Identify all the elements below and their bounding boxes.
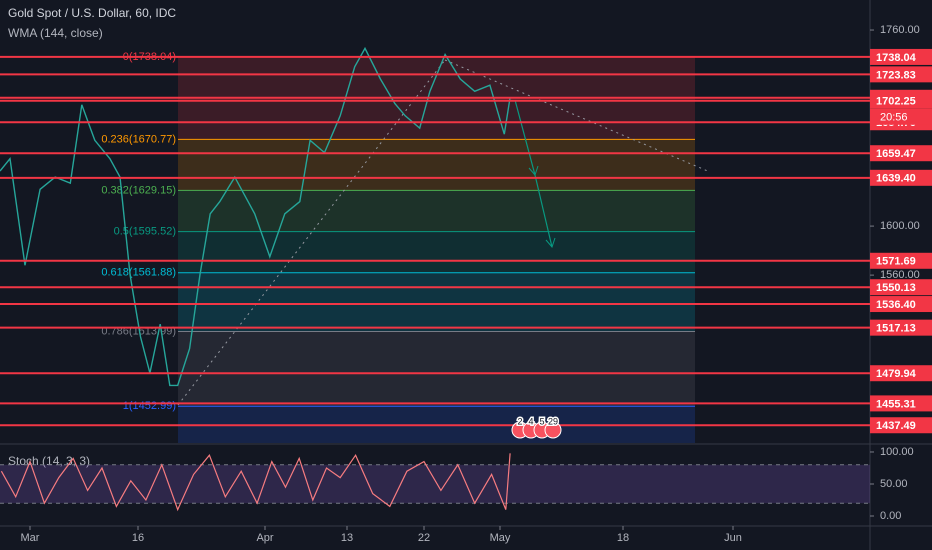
price-label: 1738.04 <box>876 52 917 64</box>
x-tick-label: 13 <box>341 532 353 544</box>
x-tick-label: 16 <box>132 532 144 544</box>
price-label-box <box>870 365 932 382</box>
fib-band <box>178 139 695 191</box>
price-label: 1479.94 <box>876 368 917 380</box>
fib-band <box>178 272 695 332</box>
event-badge <box>544 421 562 439</box>
event-badge-label: 4 <box>528 416 533 426</box>
price-label: 1639.40 <box>876 173 916 185</box>
x-tick-label: Apr <box>256 532 273 544</box>
fib-label: 1(1452.99) <box>123 400 176 412</box>
price-label: 1702.25 <box>876 96 916 108</box>
projection-arrow <box>534 174 553 248</box>
price-label: 1571.69 <box>876 256 916 268</box>
price-label-box <box>870 395 932 412</box>
y-tick-label: 100.00 <box>880 446 914 458</box>
price-label-box <box>870 279 932 296</box>
price-label-box <box>870 145 932 162</box>
price-label-box <box>870 296 932 313</box>
trend-line <box>177 59 446 406</box>
price-label-box <box>870 252 932 269</box>
event-badge-label: 29 <box>548 416 558 426</box>
stoch-band <box>0 464 870 504</box>
fib-zone: 0(1738.04)0.236(1670.77)0.382(1629.15)0.… <box>101 51 695 443</box>
event-badge-label: 5 <box>539 416 544 426</box>
price-label: 1723.83 <box>876 69 916 81</box>
y-tick-label: 0.00 <box>880 510 901 522</box>
price-label: 1437.49 <box>876 420 916 432</box>
projection-arrow <box>514 99 536 176</box>
y-tick-label: 1560.00 <box>880 269 920 281</box>
chart-title: Gold Spot / U.S. Dollar, 60, IDC <box>8 6 176 20</box>
fib-label: 0.618(1561.88) <box>101 267 176 279</box>
fib-band <box>178 331 695 407</box>
fib-band <box>178 231 695 273</box>
event-badge-label: 2 <box>517 416 522 426</box>
x-tick-label: 18 <box>617 532 629 544</box>
price-label: 1517.13 <box>876 323 916 335</box>
fib-label: 0.382(1629.15) <box>101 184 176 196</box>
x-tick-label: 22 <box>418 532 430 544</box>
countdown-box <box>870 108 932 125</box>
x-tick-label: Jun <box>724 532 742 544</box>
indicator-title: WMA (144, close) <box>8 26 103 40</box>
price-label: 1550.13 <box>876 282 916 294</box>
x-tick-label: Mar <box>21 532 40 544</box>
price-label: 1455.31 <box>876 398 916 410</box>
price-label-box <box>870 169 932 186</box>
price-label-box <box>870 48 932 65</box>
x-tick-label: May <box>490 532 511 544</box>
price-label-box <box>870 66 932 83</box>
arrowhead <box>545 237 556 248</box>
fib-band <box>178 190 695 232</box>
fib-label: 0.5(1595.52) <box>114 225 176 237</box>
price-label: 1536.40 <box>876 299 916 311</box>
price-label-box <box>870 319 932 336</box>
price-label: 1659.47 <box>876 148 916 160</box>
price-label-box <box>870 417 932 434</box>
fib-label: 0.236(1670.77) <box>101 133 176 145</box>
y-tick-label: 1760.00 <box>880 24 920 36</box>
stoch-line <box>0 453 511 512</box>
countdown: 20:56 <box>880 112 908 124</box>
price-label-box <box>870 92 932 109</box>
y-tick-label: 50.00 <box>880 478 908 490</box>
y-tick-label: 1600.00 <box>880 220 920 232</box>
